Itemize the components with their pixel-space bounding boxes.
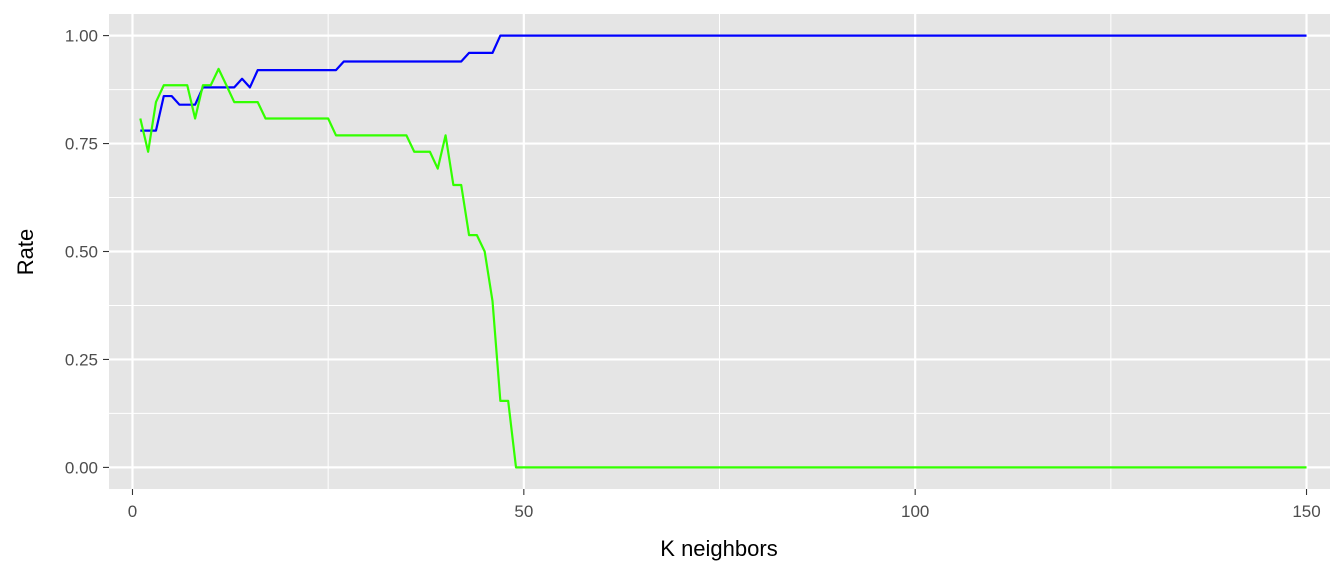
series-layer [139, 34, 1307, 469]
y-tick-label: 0.25 [65, 350, 98, 369]
x-axis: 0 50 100 150 [128, 489, 1321, 521]
series-line-1 [140, 34, 1307, 132]
y-axis: 0.00 0.25 0.50 0.75 1.00 [65, 27, 109, 477]
x-tick-label: 150 [1292, 502, 1320, 521]
x-tick-label: 50 [514, 502, 533, 521]
y-tick-label: 1.00 [65, 27, 98, 46]
x-tick-label: 100 [901, 502, 929, 521]
x-axis-title: K neighbors [660, 536, 777, 561]
y-tick-label: 0.50 [65, 243, 98, 262]
y-tick-label: 0.75 [65, 135, 98, 154]
y-axis-title: Rate [13, 229, 38, 275]
grid-major [109, 14, 1330, 489]
y-tick-label: 0.00 [65, 458, 98, 477]
series-line-2 [139, 67, 1307, 469]
x-tick-label: 0 [128, 502, 137, 521]
